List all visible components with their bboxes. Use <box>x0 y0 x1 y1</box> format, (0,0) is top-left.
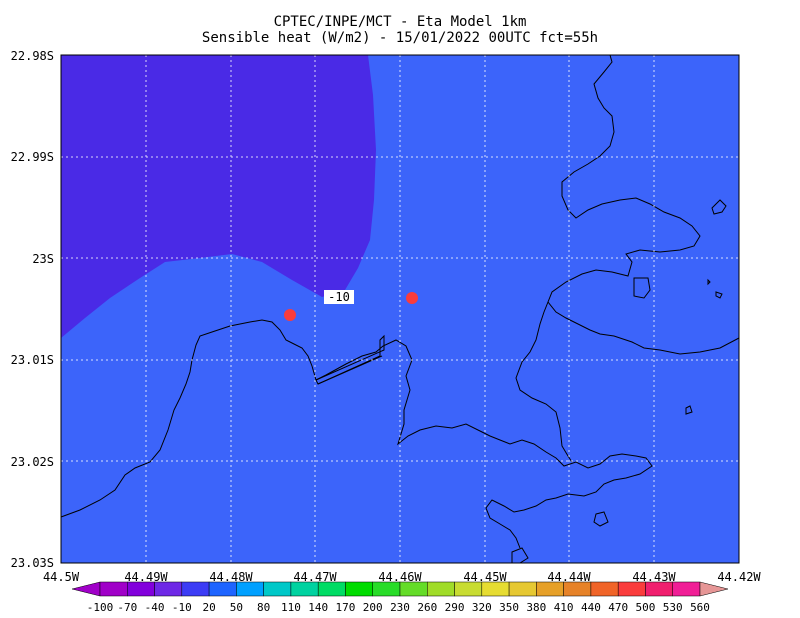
colorbar-swatch <box>372 581 401 597</box>
lon-tick: 44.44W <box>547 570 591 584</box>
coastline <box>60 54 740 564</box>
colorbar-swatch <box>563 581 592 597</box>
colorbar-label: 80 <box>257 601 270 614</box>
contour-label: -10 <box>328 290 350 304</box>
colorbar-label: -70 <box>117 601 137 614</box>
colorbar-label: 320 <box>472 601 492 614</box>
lon-axis: 44.5W 44.49W 44.48W 44.47W 44.46W 44.45W… <box>43 570 762 584</box>
colorbar-label: 200 <box>363 601 383 614</box>
colorbar-label: 410 <box>554 601 574 614</box>
colorbar-label: -40 <box>145 601 165 614</box>
colorbar-swatch <box>154 581 183 597</box>
colorbar-label: 380 <box>526 601 546 614</box>
colorbar-swatch <box>181 581 210 597</box>
colorbar-swatch <box>99 581 128 597</box>
lat-axis: 22.98S 22.99S 23S 23.01S 23.02S 23.03S <box>11 49 54 570</box>
lat-tick: 22.98S <box>11 49 54 63</box>
map-grid <box>61 55 739 563</box>
lat-tick: 23.03S <box>11 556 54 570</box>
lon-tick: 44.49W <box>124 570 168 584</box>
colorbar-label: 170 <box>336 601 356 614</box>
colorbar-max-arrow <box>699 581 729 597</box>
colorbar-swatch <box>317 581 346 597</box>
colorbar-swatch <box>208 581 237 597</box>
colorbar-label: -10 <box>172 601 192 614</box>
colorbar-swatch <box>617 581 646 597</box>
colorbar-swatch <box>236 581 264 597</box>
colorbar-label: 290 <box>445 601 465 614</box>
lon-tick: 44.42W <box>717 570 761 584</box>
colorbar-label: 20 <box>202 601 215 614</box>
lon-tick: 44.46W <box>378 570 422 584</box>
colorbar-swatch <box>508 581 537 597</box>
colorbar-label: 530 <box>663 601 683 614</box>
contour-label-box <box>324 290 354 304</box>
colorbar-swatch <box>672 581 701 597</box>
lon-tick: 44.43W <box>632 570 676 584</box>
colorbar-swatch <box>345 581 373 597</box>
colorbar-label: 500 <box>636 601 656 614</box>
location-marker-east[interactable] <box>406 292 418 304</box>
colorbar-label: 230 <box>390 601 410 614</box>
colorbar: -100 -70 -40 -10 20 50 80 110 140 170 200 230 260 290… <box>71 581 729 614</box>
lon-tick: 44.47W <box>293 570 337 584</box>
colorbar-swatch <box>427 581 455 597</box>
colorbar-swatch <box>399 581 428 597</box>
lat-tick: 23.02S <box>11 455 54 469</box>
colorbar-label: 140 <box>308 601 328 614</box>
colorbar-label: 560 <box>690 601 710 614</box>
colorbar-swatch <box>290 581 319 597</box>
lat-tick: 23S <box>32 252 54 266</box>
map-title-line1: CPTEC/INPE/MCT - Eta Model 1km <box>273 14 527 30</box>
colorbar-label: 50 <box>230 601 243 614</box>
colorbar-swatch <box>645 581 673 597</box>
lon-tick: 44.5W <box>43 570 80 584</box>
colorbar-label: 260 <box>417 601 437 614</box>
colorbar-swatch <box>481 581 510 597</box>
colorbar-swatch <box>454 581 483 597</box>
colorbar-min-arrow <box>71 581 101 597</box>
lat-tick: 22.99S <box>11 150 54 164</box>
colorbar-label: 470 <box>608 601 628 614</box>
lat-tick: 23.01S <box>11 353 54 367</box>
colorbar-label: -100 <box>87 601 114 614</box>
map-frame <box>60 54 740 564</box>
colorbar-label: 440 <box>581 601 601 614</box>
colorbar-swatch <box>590 581 619 597</box>
low-value-region <box>61 55 376 338</box>
colorbar-label: 350 <box>499 601 519 614</box>
lon-tick: 44.45W <box>463 570 507 584</box>
map-title-line2: Sensible heat (W/m2) - 15/01/2022 00UTC … <box>201 30 599 46</box>
colorbar-swatch <box>536 581 564 597</box>
location-marker-west[interactable] <box>284 309 296 321</box>
colorbar-swatch <box>127 581 155 597</box>
lon-tick: 44.48W <box>209 570 253 584</box>
colorbar-swatch <box>263 581 292 597</box>
colorbar-label: 110 <box>281 601 301 614</box>
